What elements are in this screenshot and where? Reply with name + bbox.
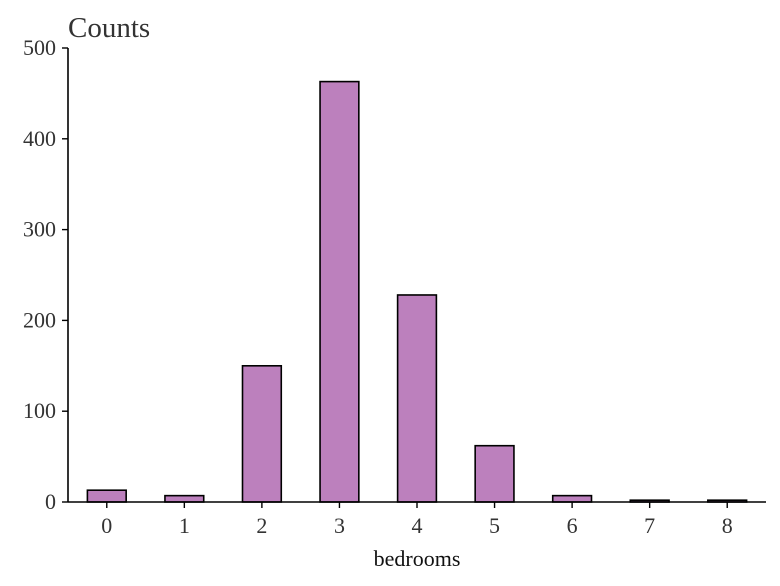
x-tick-label: 5 <box>489 513 500 538</box>
bars-group <box>86 80 748 503</box>
x-tick-label: 6 <box>567 513 578 538</box>
x-tick-label: 1 <box>179 513 190 538</box>
chart-title: Counts <box>68 12 150 44</box>
x-tick-label: 7 <box>644 513 655 538</box>
x-tick-label: 4 <box>412 513 423 538</box>
y-tick-label: 0 <box>45 489 56 514</box>
y-tick-label: 400 <box>23 126 56 151</box>
bar-4 <box>396 294 438 503</box>
y-tick-label: 200 <box>23 307 56 332</box>
bar-6 <box>551 494 593 503</box>
x-axis-title: bedrooms <box>374 546 461 571</box>
bar-5 <box>474 444 515 503</box>
bar-2 <box>241 364 283 503</box>
bar-1 <box>164 494 205 503</box>
y-tick-label: 500 <box>23 35 56 60</box>
x-tick-label: 8 <box>722 513 733 538</box>
x-axis: 0 1 2 3 4 5 6 7 8 <box>68 501 766 538</box>
x-tick-label: 0 <box>101 513 112 538</box>
bar-0 <box>86 489 127 503</box>
y-tick-label: 100 <box>23 398 56 423</box>
bar-3 <box>319 80 360 503</box>
y-tick-label: 300 <box>23 217 56 242</box>
x-tick-label: 2 <box>256 513 267 538</box>
y-axis: 0 100 200 300 400 500 <box>23 35 69 514</box>
x-tick-label: 3 <box>334 513 345 538</box>
